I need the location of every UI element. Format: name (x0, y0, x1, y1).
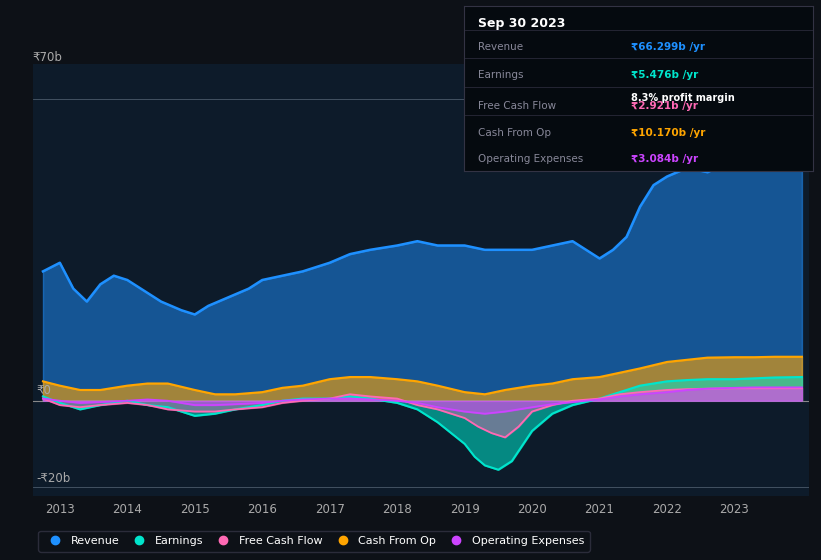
Text: Cash From Op: Cash From Op (478, 128, 551, 138)
Text: Operating Expenses: Operating Expenses (478, 155, 583, 164)
Text: ₹66.299b /yr: ₹66.299b /yr (631, 42, 705, 52)
Text: Sep 30 2023: Sep 30 2023 (478, 17, 565, 30)
Text: -₹20b: -₹20b (36, 472, 71, 485)
Text: ₹70b: ₹70b (33, 52, 62, 64)
Text: Revenue: Revenue (478, 42, 523, 52)
Text: ₹3.084b /yr: ₹3.084b /yr (631, 155, 699, 164)
Text: ₹2.921b /yr: ₹2.921b /yr (631, 101, 698, 111)
Legend: Revenue, Earnings, Free Cash Flow, Cash From Op, Operating Expenses: Revenue, Earnings, Free Cash Flow, Cash … (39, 530, 589, 552)
Text: ₹0: ₹0 (36, 384, 51, 397)
Text: Free Cash Flow: Free Cash Flow (478, 101, 556, 111)
Text: Earnings: Earnings (478, 70, 523, 80)
Text: ₹10.170b /yr: ₹10.170b /yr (631, 128, 706, 138)
Text: ₹5.476b /yr: ₹5.476b /yr (631, 70, 699, 80)
Text: 8.3% profit margin: 8.3% profit margin (631, 93, 735, 103)
